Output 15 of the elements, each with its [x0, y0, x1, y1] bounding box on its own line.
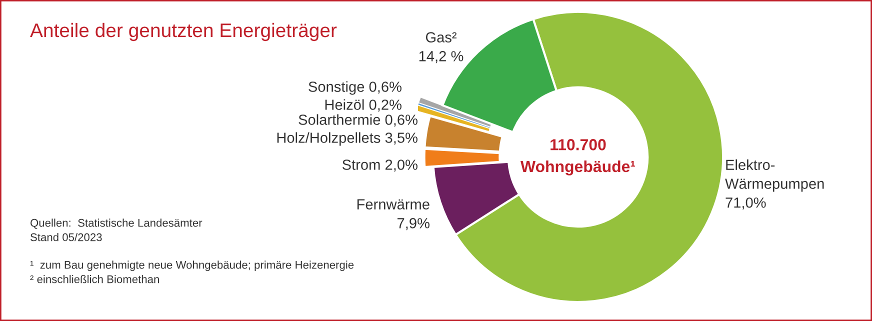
- data-label: 7,9%: [398, 218, 430, 230]
- text: ¹ zum Bau genehmigte neue Wohngebäude; primäre Heizenergie ² einschließlich Biomethan: [30, 260, 354, 284]
- data-label: 71,0%: [726, 197, 766, 210]
- source-note: Quellen: Statistische Landesämter Stand 05/2023: [30, 218, 202, 242]
- text: Anteile der genutzten Energieträger: [30, 22, 337, 42]
- slice-label: Solarthermie 0,6%: [298, 114, 418, 127]
- slice-label: Strom 2,0%: [342, 160, 418, 172]
- slice-label: Holz/Holzpellets 3,5%: [277, 132, 418, 146]
- slice-label: Elektro-Wärmepumpen: [725, 159, 824, 192]
- slice-label: Fernwärme: [357, 199, 430, 210]
- slice-label: Gas²: [426, 32, 457, 42]
- data-label: 14,2 %: [419, 51, 464, 64]
- text: 110.700 Wohngebäude¹: [520, 139, 636, 176]
- slice-label: Sonstige 0,6%: [308, 81, 402, 95]
- slice-label: Heizöl 0,2%: [325, 99, 402, 112]
